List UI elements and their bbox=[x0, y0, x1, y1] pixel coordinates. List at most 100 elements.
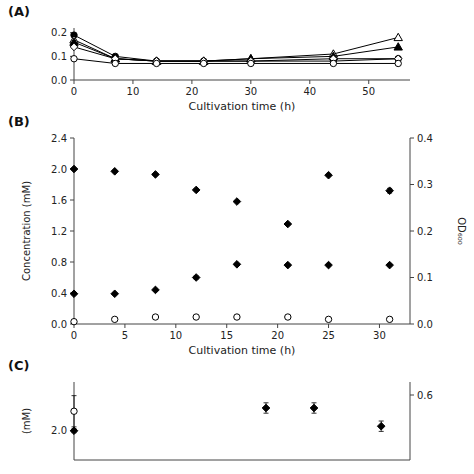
point bbox=[111, 290, 119, 298]
panel: 2.00.6(C)(mM) bbox=[8, 358, 433, 460]
point bbox=[70, 427, 78, 435]
error-bar bbox=[72, 396, 77, 427]
error-cap bbox=[312, 402, 317, 403]
point bbox=[262, 404, 270, 412]
y-tick-label: 2.0 bbox=[51, 164, 67, 175]
point bbox=[330, 60, 336, 66]
point bbox=[285, 314, 291, 320]
y2-tick bbox=[410, 277, 414, 278]
point bbox=[248, 60, 254, 66]
x-axis-line bbox=[74, 324, 410, 325]
y-tick-label: 2.0 bbox=[51, 425, 67, 436]
y-tick-label: 0.8 bbox=[51, 257, 67, 268]
point bbox=[70, 290, 78, 298]
point bbox=[310, 404, 318, 412]
x-tick-label: 0 bbox=[71, 330, 77, 341]
panel: 0510152025300.00.40.81.21.62.02.40.00.10… bbox=[8, 114, 467, 357]
y-axis-label: (mM) bbox=[21, 408, 32, 434]
point bbox=[70, 165, 78, 173]
series-line bbox=[74, 59, 398, 64]
y2-tick-label: 0.0 bbox=[417, 319, 433, 330]
y-tick bbox=[70, 80, 74, 81]
error-cap bbox=[379, 421, 384, 422]
y2-tick bbox=[410, 184, 414, 185]
series bbox=[70, 33, 403, 64]
y-tick-label: 1.6 bbox=[51, 195, 67, 206]
y2-tick-label: 0.1 bbox=[417, 272, 433, 283]
point bbox=[71, 318, 77, 324]
point bbox=[377, 422, 385, 430]
series bbox=[70, 427, 78, 435]
y-tick-label: 0.0 bbox=[51, 319, 67, 330]
point bbox=[386, 316, 392, 322]
x-tick bbox=[124, 324, 125, 328]
point bbox=[70, 43, 78, 51]
x-tick bbox=[250, 80, 251, 84]
x-tick bbox=[175, 324, 176, 328]
series bbox=[70, 165, 393, 228]
point bbox=[386, 187, 394, 195]
point bbox=[284, 261, 292, 269]
series-line bbox=[74, 47, 398, 61]
x-tick-label: 30 bbox=[244, 86, 257, 97]
x-tick-label: 20 bbox=[271, 330, 284, 341]
error-cap bbox=[264, 413, 269, 414]
point bbox=[233, 198, 241, 206]
x-tick-label: 10 bbox=[169, 330, 182, 341]
point bbox=[233, 261, 241, 269]
point bbox=[395, 60, 401, 66]
point bbox=[111, 168, 119, 176]
series bbox=[70, 43, 402, 65]
y2-axis-line bbox=[410, 382, 411, 460]
x-tick-label: 15 bbox=[220, 330, 233, 341]
series bbox=[262, 403, 385, 432]
point bbox=[394, 43, 402, 50]
x-tick-label: 40 bbox=[303, 86, 316, 97]
point bbox=[152, 286, 160, 294]
x-tick-label: 5 bbox=[122, 330, 128, 341]
x-tick bbox=[328, 324, 329, 328]
x-axis-label: Cultivation time (h) bbox=[189, 100, 296, 113]
point bbox=[152, 314, 158, 320]
y-axis-line bbox=[74, 382, 75, 460]
point bbox=[325, 316, 331, 322]
y2-tick-label: 0.4 bbox=[417, 133, 433, 144]
y2-tick-label: 0.2 bbox=[417, 226, 433, 237]
y2-tick bbox=[410, 324, 414, 325]
series bbox=[71, 56, 402, 67]
y-tick-label: 0.2 bbox=[51, 27, 67, 38]
x-tick bbox=[379, 324, 380, 328]
series-line bbox=[74, 42, 398, 61]
point bbox=[234, 314, 240, 320]
error-cap bbox=[379, 431, 384, 432]
point bbox=[153, 60, 159, 66]
series bbox=[71, 396, 77, 427]
y-tick-label: 0.0 bbox=[51, 75, 67, 86]
y-tick bbox=[70, 138, 74, 139]
series-line bbox=[74, 35, 398, 61]
point bbox=[193, 314, 199, 320]
y2-tick bbox=[410, 138, 414, 139]
point bbox=[112, 316, 118, 322]
x-tick bbox=[309, 80, 310, 84]
x-tick bbox=[368, 80, 369, 84]
series bbox=[71, 314, 393, 325]
x-tick bbox=[74, 80, 75, 84]
x-axis-label: Cultivation time (h) bbox=[189, 344, 296, 357]
y2-axis-label: OD₆₀₀ bbox=[456, 217, 467, 245]
point bbox=[192, 186, 200, 194]
x-axis-line bbox=[74, 460, 410, 461]
y-tick bbox=[70, 200, 74, 201]
plot-area bbox=[70, 165, 393, 325]
point bbox=[325, 171, 333, 179]
x-tick bbox=[191, 80, 192, 84]
series bbox=[70, 38, 403, 64]
x-tick-label: 50 bbox=[362, 86, 375, 97]
y2-tick-label: 0.6 bbox=[417, 390, 433, 401]
point bbox=[386, 261, 394, 269]
x-axis-line bbox=[74, 80, 410, 81]
y2-tick bbox=[410, 395, 414, 396]
x-tick-label: 0 bbox=[71, 86, 77, 97]
point bbox=[192, 274, 200, 282]
point bbox=[71, 56, 77, 62]
